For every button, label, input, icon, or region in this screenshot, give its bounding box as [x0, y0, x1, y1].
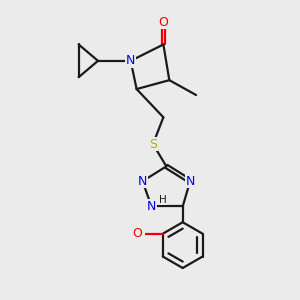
Text: O: O — [158, 16, 168, 29]
FancyBboxPatch shape — [186, 177, 194, 185]
Text: N: N — [185, 175, 195, 188]
Text: N: N — [126, 54, 135, 67]
Text: S: S — [149, 138, 157, 151]
FancyBboxPatch shape — [130, 230, 145, 238]
Text: N: N — [147, 200, 156, 213]
FancyBboxPatch shape — [160, 18, 167, 26]
Text: O: O — [132, 227, 142, 240]
Text: N: N — [138, 175, 147, 188]
Text: H: H — [159, 195, 167, 205]
FancyBboxPatch shape — [148, 140, 158, 148]
FancyBboxPatch shape — [147, 202, 156, 211]
FancyBboxPatch shape — [127, 57, 135, 65]
FancyBboxPatch shape — [138, 177, 147, 185]
